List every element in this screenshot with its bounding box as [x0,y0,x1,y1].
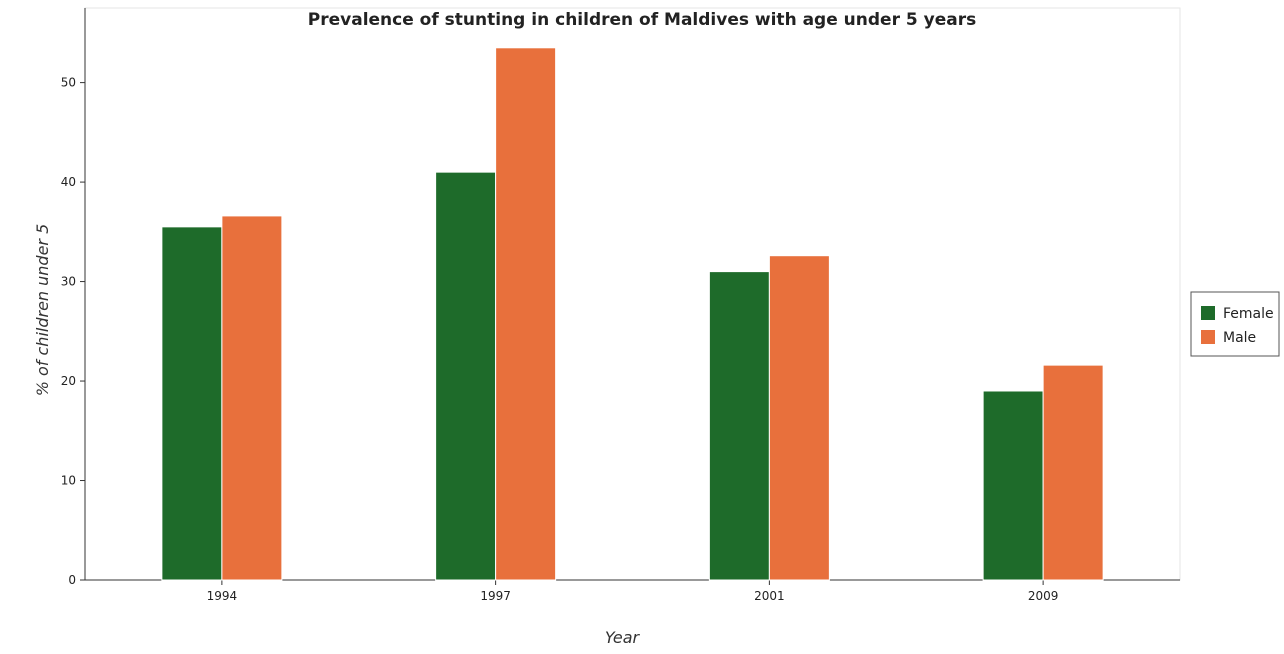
y-tick-label: 0 [68,573,76,587]
x-tick-label: 2001 [754,589,785,603]
x-tick-label: 1994 [207,589,238,603]
bar-male [1042,364,1104,581]
bar-female [435,171,497,581]
y-axis-label: % of children under 5 [33,224,52,397]
bar-female [708,271,770,581]
legend-swatch [1201,330,1215,344]
legend-box [1190,291,1280,357]
legend-label: Female [1223,306,1274,322]
y-tick-label: 30 [61,275,76,289]
bar-female [161,226,223,581]
y-tick-label: 40 [61,175,76,189]
legend-label: Male [1223,330,1256,346]
y-tick-label: 20 [61,374,76,388]
bar-male [495,47,557,581]
x-tick-label: 2009 [1028,589,1059,603]
legend: Female Male [1190,291,1280,357]
legend-swatch [1201,306,1215,320]
x-axis-label: Year [605,628,641,647]
chart-title: Prevalence of stunting in children of Ma… [308,10,976,30]
bar-male [768,255,830,581]
x-tick-label: 1997 [480,589,511,603]
y-tick-label: 10 [61,474,76,488]
y-tick-label: 50 [61,76,76,90]
bar-male [221,215,283,581]
bar-female [982,390,1044,581]
plot-area: 0 10 20 30 40 50 1994 1997 2001 2009 [61,7,1181,603]
